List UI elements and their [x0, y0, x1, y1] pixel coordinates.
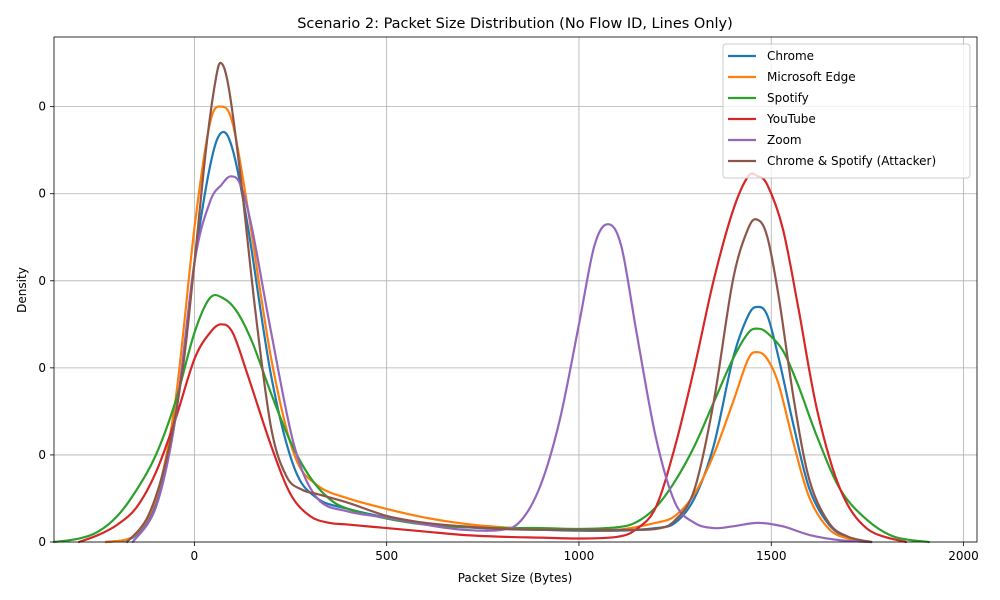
- series-lines: [52, 61, 931, 544]
- x-tick-label: 1000: [564, 549, 595, 563]
- y-tick-label: 0: [38, 274, 46, 288]
- y-tick-label: 0: [38, 100, 46, 114]
- x-axis: 0 500 1000 1500 2000: [191, 542, 979, 563]
- x-tick-label: 500: [375, 549, 398, 563]
- legend-box: [722, 43, 971, 179]
- legend: Chrome Microsoft Edge Spotify YouTube Zoom Ch…: [722, 43, 971, 179]
- x-tick-label: 2000: [948, 549, 979, 563]
- series-line-chrome-spotify-attacker: [125, 61, 873, 544]
- y-axis-label: Density: [15, 267, 29, 313]
- legend-label-chrome-spotify-attacker: Chrome & Spotify (Attacker): [767, 154, 936, 168]
- legend-label-spotify: Spotify: [767, 91, 809, 105]
- y-tick-label: 0: [38, 187, 46, 201]
- x-tick-label: 0: [191, 549, 199, 563]
- x-axis-label: Packet Size (Bytes): [458, 571, 573, 585]
- y-tick-label: 0: [38, 535, 46, 549]
- legend-label-zoom: Zoom: [767, 133, 802, 147]
- plot-frame: [53, 36, 978, 543]
- legend-label-youtube: YouTube: [766, 112, 816, 126]
- x-tick-label: 1500: [756, 549, 787, 563]
- y-axis: 0 0 0 0 0 0: [38, 100, 54, 549]
- legend-label-chrome: Chrome: [767, 49, 814, 63]
- y-tick-label: 0: [38, 361, 46, 375]
- series-line-youtube: [77, 172, 907, 544]
- legend-label-microsoft-edge: Microsoft Edge: [767, 70, 856, 84]
- series-line-zoom: [131, 175, 873, 544]
- chart-title: Scenario 2: Packet Size Distribution (No…: [297, 16, 733, 32]
- y-tick-label: 0: [38, 448, 46, 462]
